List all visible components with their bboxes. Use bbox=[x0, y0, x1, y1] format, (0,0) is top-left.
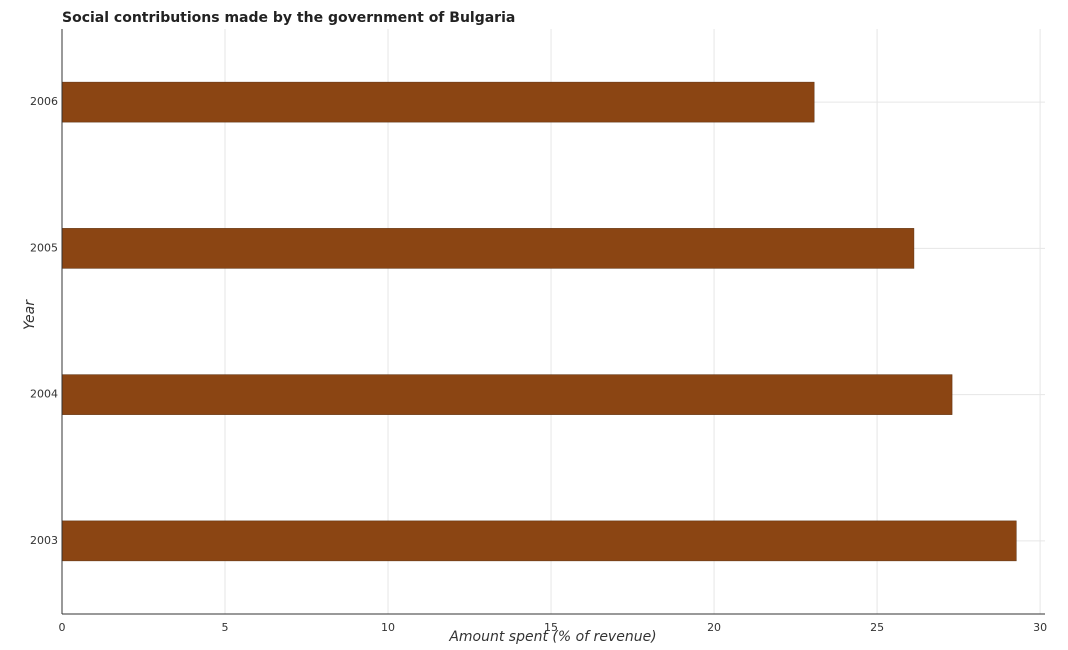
bar bbox=[61, 81, 815, 123]
x-tick-label: 5 bbox=[222, 621, 229, 634]
x-tick-label: 20 bbox=[707, 621, 721, 634]
y-tick-label: 2003 bbox=[30, 534, 58, 547]
y-tick-label: 2005 bbox=[30, 241, 58, 254]
bar bbox=[61, 520, 1017, 562]
y-axis-label: Year bbox=[22, 299, 38, 330]
x-tick-label: 30 bbox=[1033, 621, 1047, 634]
bar bbox=[61, 228, 915, 269]
x-axis-label: Amount spent (% of revenue) bbox=[448, 629, 656, 645]
y-tick-label: 2006 bbox=[30, 95, 58, 108]
bar bbox=[61, 374, 953, 415]
x-tick-label: 0 bbox=[59, 621, 66, 634]
x-tick-label: 25 bbox=[870, 621, 884, 634]
y-tick-label: 2004 bbox=[30, 388, 58, 401]
x-tick-label: 15 bbox=[544, 621, 558, 634]
chart-title: Social contributions made by the governm… bbox=[62, 10, 515, 26]
x-tick-label: 10 bbox=[381, 621, 395, 634]
